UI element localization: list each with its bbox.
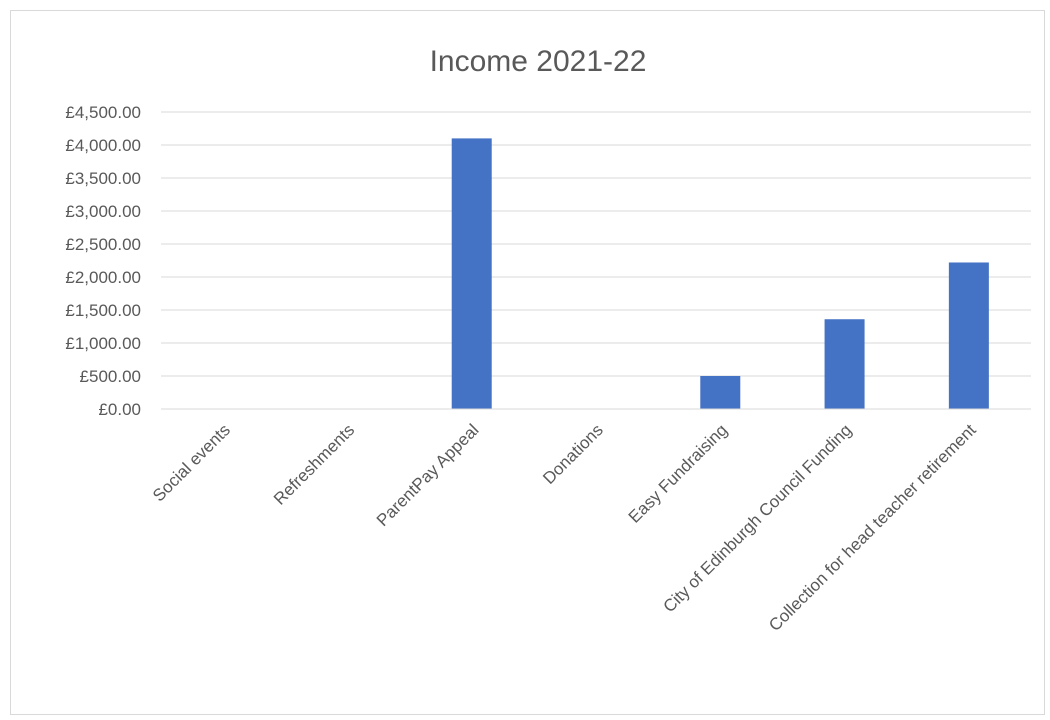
bar-parentpay-appeal xyxy=(451,138,492,409)
y-tick-label: £500.00 xyxy=(80,367,141,386)
x-category-label: ParentPay Appeal xyxy=(373,420,483,530)
y-tick-label: £3,500.00 xyxy=(65,169,141,188)
y-axis-ticks: £0.00 £500.00 £1,000.00 £1,500.00 £2,000.00 £… xyxy=(65,103,141,419)
gridlines xyxy=(161,111,1031,377)
y-tick-label: £1,500.00 xyxy=(65,301,141,320)
x-category-label: Refreshments xyxy=(270,420,358,508)
chart-title: Income 2021-22 xyxy=(430,45,647,78)
bar-city-of-edinburgh-council-funding xyxy=(824,319,865,409)
bar-chart: Income 2021-22 £0.00 £500.00 £1,000.00 £1,5… xyxy=(65,45,1031,635)
x-category-label: Donations xyxy=(539,420,607,488)
chart-area: Income 2021-22 £0.00 £500.00 £1,000.00 £1,5… xyxy=(10,10,1045,715)
x-category-label: Easy Fundraising xyxy=(625,420,731,526)
bar-collection-for-head-teacher-retirement xyxy=(948,262,989,409)
y-tick-label: £3,000.00 xyxy=(65,202,141,221)
bar-easy-fundraising xyxy=(700,376,741,409)
y-tick-label: £2,000.00 xyxy=(65,268,141,287)
y-tick-label: £2,500.00 xyxy=(65,235,141,254)
y-tick-label: £1,000.00 xyxy=(65,334,141,353)
y-tick-label: £4,000.00 xyxy=(65,136,141,155)
x-axis-labels: Social events Refreshments ParentPay Appea… xyxy=(149,420,980,635)
y-tick-label: £4,500.00 xyxy=(65,103,141,122)
x-category-label: Collection for head teacher retirement xyxy=(765,420,980,635)
x-category-label: Social events xyxy=(149,420,234,505)
y-tick-label: £0.00 xyxy=(98,400,141,419)
bars xyxy=(451,138,989,409)
